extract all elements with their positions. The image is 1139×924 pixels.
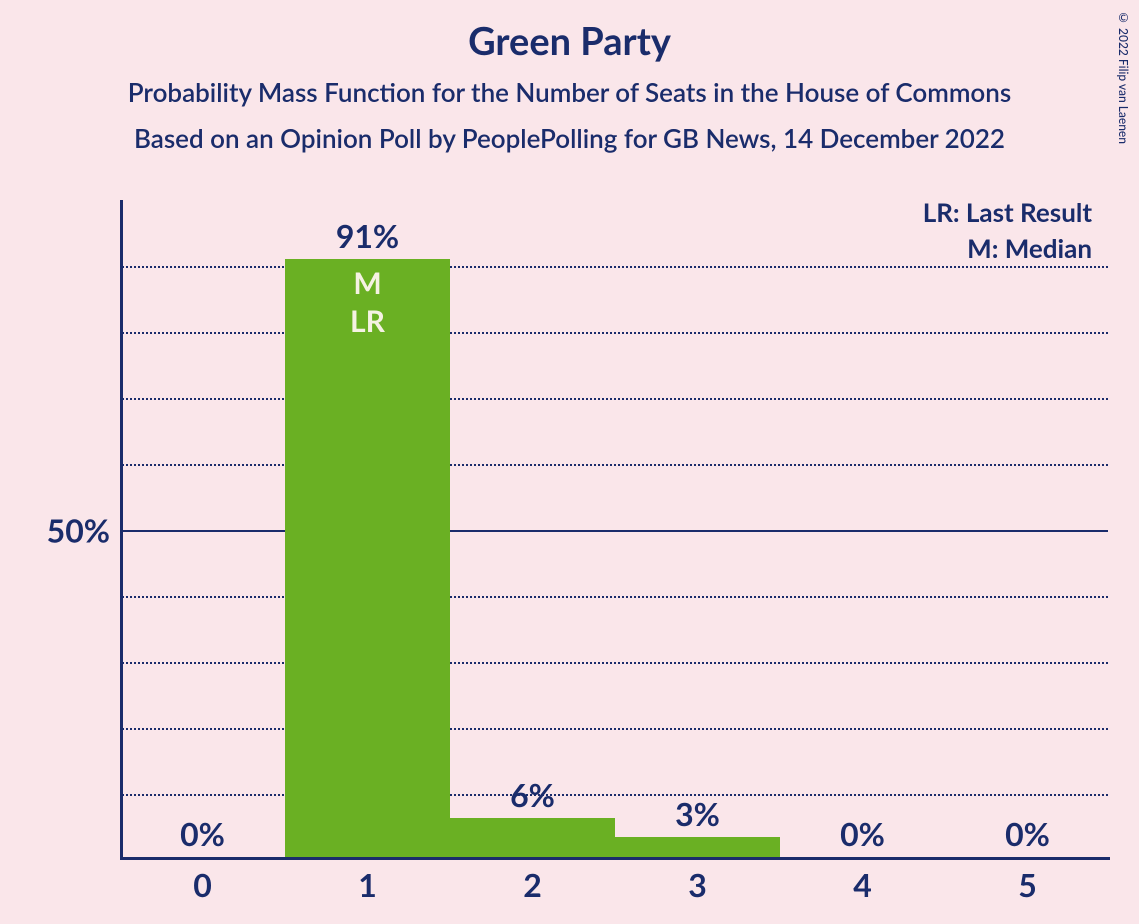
chart-subtitle-2: Based on an Opinion Poll by PeoplePollin… xyxy=(0,122,1139,154)
x-tick-label: 1 xyxy=(328,865,408,904)
chart-title: Green Party xyxy=(0,0,1139,64)
bar-value-label: 0% xyxy=(968,814,1088,857)
chart-container: LR: Last Result M: Median 50% 0%91%MLR6%… xyxy=(0,180,1139,900)
bar: 3% xyxy=(615,837,780,857)
x-tick-label: 2 xyxy=(493,865,573,904)
x-axis xyxy=(120,857,1110,860)
x-tick-label: 5 xyxy=(988,865,1068,904)
bar-value-label: 0% xyxy=(143,814,263,857)
chart-subtitle-1: Probability Mass Function for the Number… xyxy=(0,76,1139,108)
x-tick-label: 0 xyxy=(163,865,243,904)
x-tick-label: 3 xyxy=(658,865,738,904)
x-tick-label: 4 xyxy=(823,865,903,904)
bar-value-label: 0% xyxy=(803,814,923,857)
median-mark: M xyxy=(285,265,450,303)
bar-value-label: 3% xyxy=(638,794,758,837)
last-result-mark: LR xyxy=(285,303,450,341)
bars-group: 0%91%MLR6%3%0%0% xyxy=(120,200,1110,857)
bar: 6% xyxy=(450,818,615,857)
bar: 91%MLR xyxy=(285,259,450,857)
copyright-text: © 2022 Filip van Laenen xyxy=(1116,10,1131,144)
bar-value-label: 91% xyxy=(308,216,428,259)
y-axis-label: 50% xyxy=(25,511,110,550)
bar-value-label: 6% xyxy=(473,775,593,818)
plot-area: LR: Last Result M: Median 50% 0%91%MLR6%… xyxy=(120,200,1110,860)
bar-marks: MLR xyxy=(285,265,450,340)
